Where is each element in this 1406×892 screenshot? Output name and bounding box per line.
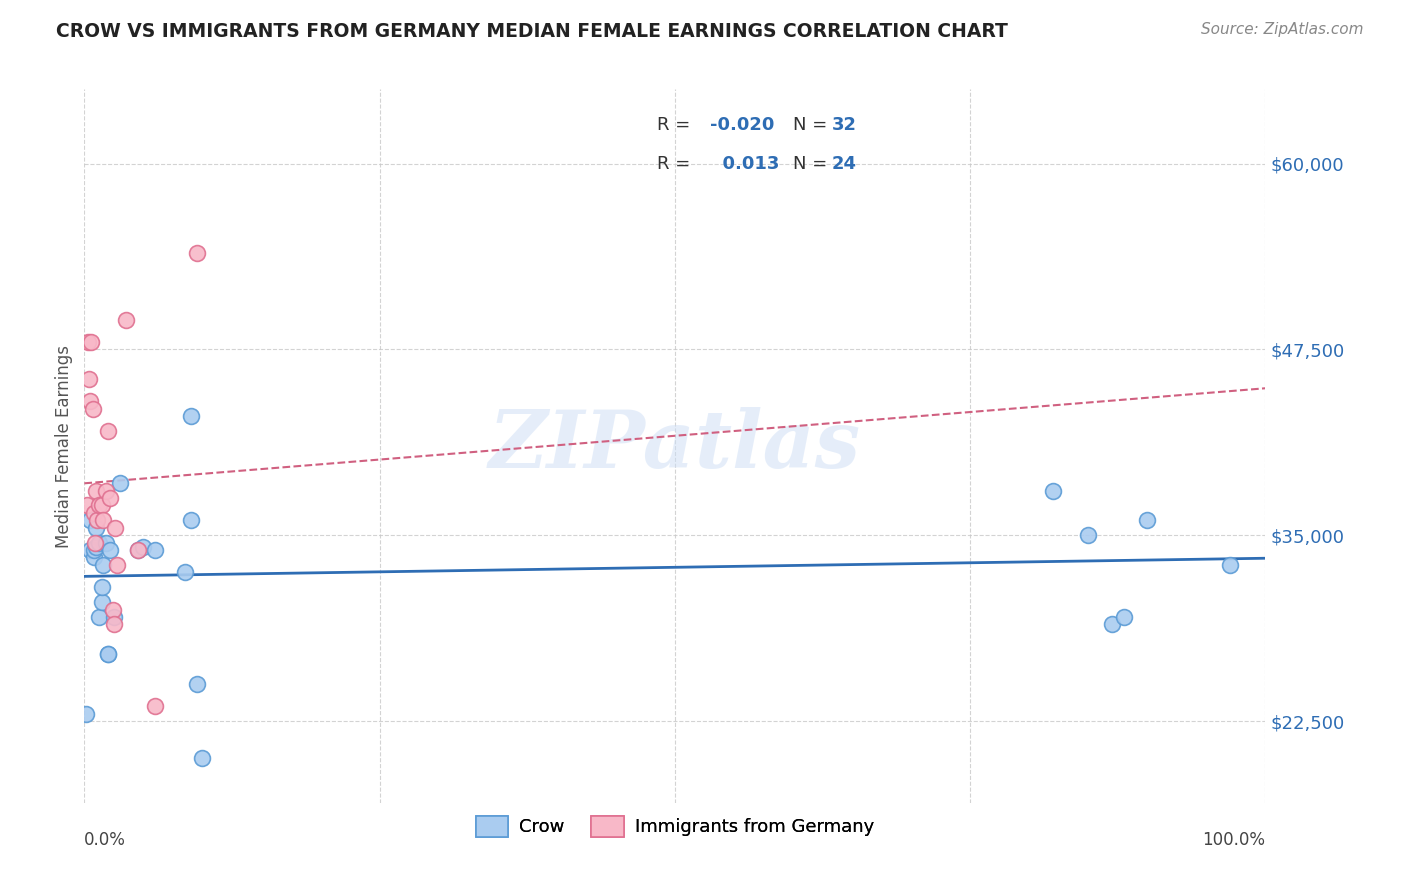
- Point: [87, 610, 110, 624]
- Point: [186, 677, 208, 691]
- Point: [173, 566, 195, 580]
- Point: [1101, 617, 1123, 632]
- Point: [94, 483, 117, 498]
- Point: [84, 540, 107, 554]
- Point: [107, 558, 129, 572]
- Point: [108, 476, 131, 491]
- Text: Source: ZipAtlas.com: Source: ZipAtlas.com: [1201, 22, 1364, 37]
- Point: [77, 372, 100, 386]
- Point: [87, 535, 110, 549]
- Point: [103, 610, 125, 624]
- Point: [84, 535, 107, 549]
- Text: 24: 24: [832, 155, 858, 173]
- Point: [104, 521, 127, 535]
- Point: [103, 617, 125, 632]
- Legend: Crow, Immigrants from Germany: Crow, Immigrants from Germany: [468, 808, 882, 844]
- Point: [1219, 558, 1241, 572]
- Point: [83, 550, 105, 565]
- Text: CROW VS IMMIGRANTS FROM GERMANY MEDIAN FEMALE EARNINGS CORRELATION CHART: CROW VS IMMIGRANTS FROM GERMANY MEDIAN F…: [56, 22, 1008, 41]
- Point: [127, 543, 149, 558]
- Point: [79, 513, 101, 527]
- Point: [91, 595, 114, 609]
- Point: [83, 506, 105, 520]
- Point: [191, 751, 214, 765]
- Point: [97, 647, 120, 661]
- Point: [127, 543, 149, 558]
- Point: [186, 245, 208, 260]
- Text: 100.0%: 100.0%: [1202, 831, 1265, 849]
- Point: [94, 535, 117, 549]
- Point: [91, 558, 114, 572]
- Point: [97, 424, 120, 438]
- Point: [98, 491, 121, 505]
- Point: [1112, 610, 1135, 624]
- Point: [84, 483, 107, 498]
- Point: [97, 647, 120, 661]
- Point: [91, 513, 114, 527]
- Point: [98, 543, 121, 558]
- Point: [114, 312, 136, 326]
- Text: 0.0%: 0.0%: [84, 831, 127, 849]
- Point: [180, 513, 202, 527]
- Point: [143, 699, 166, 714]
- Point: [180, 409, 202, 424]
- Point: [75, 706, 97, 721]
- Point: [1077, 528, 1099, 542]
- Point: [79, 394, 101, 409]
- Text: R =: R =: [657, 116, 696, 135]
- Point: [82, 401, 104, 416]
- Point: [76, 499, 98, 513]
- Text: ZIPatlas: ZIPatlas: [489, 408, 860, 484]
- Point: [101, 602, 124, 616]
- Text: -0.020: -0.020: [710, 116, 775, 135]
- Point: [91, 499, 114, 513]
- Point: [143, 543, 166, 558]
- Point: [1042, 483, 1064, 498]
- Point: [91, 580, 114, 594]
- Point: [79, 543, 101, 558]
- Point: [80, 334, 103, 349]
- Text: N =: N =: [793, 116, 832, 135]
- Point: [86, 513, 108, 527]
- Text: 0.013: 0.013: [710, 155, 780, 173]
- Text: N =: N =: [793, 155, 832, 173]
- Point: [87, 499, 110, 513]
- Point: [132, 540, 155, 554]
- Point: [83, 543, 105, 558]
- Y-axis label: Median Female Earnings: Median Female Earnings: [55, 344, 73, 548]
- Point: [84, 521, 107, 535]
- Point: [77, 334, 100, 349]
- Text: R =: R =: [657, 155, 696, 173]
- Point: [1136, 513, 1159, 527]
- Text: 32: 32: [832, 116, 858, 135]
